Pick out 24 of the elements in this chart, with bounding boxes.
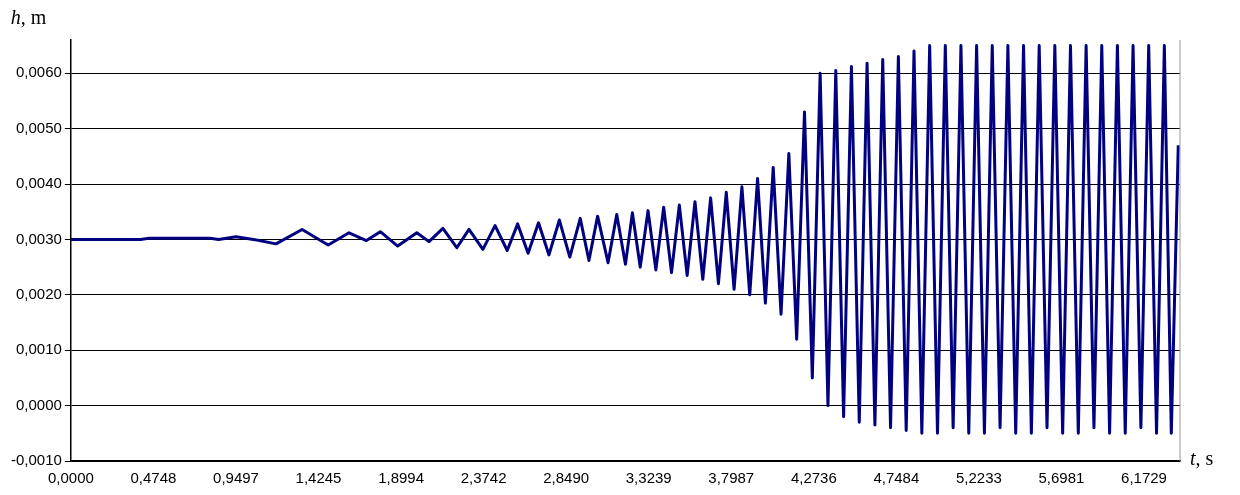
- x-tick-label: 4,2736: [790, 469, 837, 487]
- y-tick-label: 0,0020: [15, 284, 62, 302]
- x-tick-label: 3,7987: [708, 469, 755, 487]
- x-tick-label: 2,3742: [460, 469, 507, 487]
- x-tick-label: 1,8994: [378, 469, 425, 487]
- x-tick-label: 0,9497: [213, 469, 259, 487]
- x-tick-label: 0,4748: [130, 469, 177, 487]
- x-tick-label: 4,7484: [873, 469, 920, 487]
- y-tick-label: 0,0060: [15, 63, 62, 81]
- x-tick-label: 2,8490: [543, 469, 590, 487]
- y-tick-label: -0,0010: [11, 451, 62, 469]
- x-tick-label: 5,6981: [1038, 469, 1085, 487]
- x-tick-label: 0,0000: [47, 469, 94, 487]
- y-tick-label: 0,0050: [15, 118, 62, 136]
- y-tick-label: 0,0040: [15, 174, 62, 192]
- y-tick-label: 0,0000: [15, 395, 62, 413]
- y-tick-label: 0,0010: [15, 340, 62, 358]
- x-tick-label: 1,4245: [295, 469, 342, 487]
- x-axis-title: t, s: [1190, 447, 1214, 470]
- x-tick-label: 3,3239: [625, 469, 672, 487]
- y-axis-title: h, m: [10, 6, 47, 29]
- x-tick-label: 6,1729: [1121, 469, 1167, 487]
- x-tick-label: 5,2233: [955, 469, 1002, 487]
- y-tick-label: 0,0030: [15, 229, 62, 247]
